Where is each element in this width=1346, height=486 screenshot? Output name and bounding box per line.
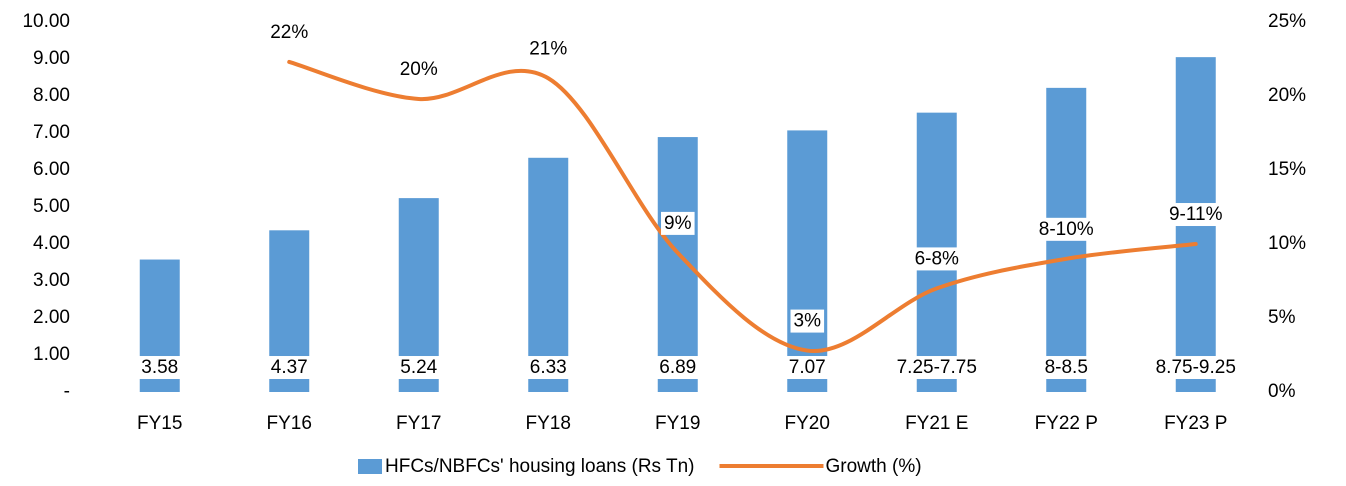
line-value-label: 3% <box>794 311 822 332</box>
line-value-label: 20% <box>400 59 438 80</box>
line-value-label-bg <box>396 57 441 81</box>
line-value-label-bg <box>790 309 825 333</box>
y-tick-label: 10.00 <box>22 11 70 32</box>
line-value-label-group: 20% <box>396 57 441 81</box>
line-value-label-bg <box>267 20 312 44</box>
line-value-label-group: 21% <box>526 37 571 61</box>
bar-value-label: 6.89 <box>659 357 696 378</box>
bar-value-label-bg <box>526 356 570 380</box>
x-tick-label: FY22 P <box>1035 413 1098 434</box>
bar-value-label-bg <box>397 356 441 380</box>
y-tick-label: 3.00 <box>33 270 70 291</box>
y-tick-label: 8.00 <box>33 85 70 106</box>
line-value-label: 21% <box>529 38 567 59</box>
line-value-label-group: 22% <box>267 20 312 44</box>
x-tick-label: FY19 <box>655 413 700 434</box>
y2-tick-label: 15% <box>1268 159 1306 180</box>
y2-tick-label: 20% <box>1268 85 1306 106</box>
bar <box>657 137 698 392</box>
y-tick-label: 9.00 <box>33 48 70 69</box>
bar-value-label-bg <box>1041 356 1091 380</box>
legend: HFCs/NBFCs' housing loans (Rs Tn) Growth … <box>358 456 922 477</box>
y-tick-label: 2.00 <box>33 307 70 328</box>
line-value-label: 22% <box>270 22 308 43</box>
bar-value-label-bg <box>267 356 311 380</box>
bar-value-label: 4.37 <box>271 357 308 378</box>
bar-value-label-bg <box>893 356 980 380</box>
line-value-label: 9% <box>664 213 692 234</box>
line-value-label: 9-11% <box>1169 204 1223 225</box>
line-value-label-bg <box>661 211 695 235</box>
x-tick-label: FY15 <box>137 413 182 434</box>
line-value-label-group: 3% <box>790 309 825 333</box>
bar-value-label-bg <box>785 356 829 380</box>
bar <box>528 157 569 392</box>
line-value-label: 6-8% <box>915 248 959 269</box>
bar-value-label: 3.58 <box>141 357 178 378</box>
y2-tick-label: 25% <box>1268 11 1306 32</box>
y-tick-label: 1.00 <box>33 344 70 365</box>
y-tick-label: - <box>64 381 70 402</box>
y2-tick-label: 10% <box>1268 233 1306 254</box>
line-value-label-bg <box>1165 203 1226 227</box>
bar-value-label-bg <box>1152 356 1239 380</box>
bar-value-label-group: 7.25-7.75 <box>893 356 980 380</box>
x-tick-label: FY21 E <box>905 413 968 434</box>
y-tick-label: 4.00 <box>33 233 70 254</box>
legend-label: Growth (%) <box>825 456 921 477</box>
line-value-label-group: 9-11% <box>1165 203 1226 227</box>
y2-tick-label: 5% <box>1268 307 1296 328</box>
bar-value-label-group: 6.89 <box>656 356 700 380</box>
bar-value-label-group: 4.37 <box>267 356 311 380</box>
y-tick-label: 6.00 <box>33 159 70 180</box>
x-tick-label: FY17 <box>396 413 441 434</box>
line-value-label-bg <box>911 247 963 271</box>
line-value-label-group: 8-10% <box>1035 217 1097 241</box>
y-tick-label: 7.00 <box>33 122 70 143</box>
bar-value-label: 6.33 <box>530 357 567 378</box>
line-value-label-group: 9% <box>661 211 695 235</box>
bar-value-label-group: 8-8.5 <box>1041 356 1091 380</box>
bar-value-label-bg <box>138 356 182 380</box>
line-value-label-bg <box>526 37 571 61</box>
bar-value-label: 8.75-9.25 <box>1156 357 1236 378</box>
x-tick-label: FY18 <box>526 413 571 434</box>
bar-value-label: 7.07 <box>789 357 826 378</box>
bar-value-label-group: 8.75-9.25 <box>1152 356 1239 380</box>
line-value-label-group: 6-8% <box>911 247 963 271</box>
bar-value-label-bg <box>656 356 700 380</box>
legend-label: HFCs/NBFCs' housing loans (Rs Tn) <box>385 456 694 477</box>
bar-value-label-group: 3.58 <box>138 356 182 380</box>
bar-value-label: 5.24 <box>400 357 437 378</box>
bar-value-label: 8-8.5 <box>1045 357 1088 378</box>
x-tick-label: FY20 <box>785 413 830 434</box>
line-value-label-bg <box>1035 217 1097 241</box>
y2-tick-label: 0% <box>1268 381 1296 402</box>
line-value-label: 8-10% <box>1039 219 1094 240</box>
bar-value-label: 7.25-7.75 <box>897 357 977 378</box>
line <box>287 59 1198 353</box>
y-tick-label: 5.00 <box>33 196 70 217</box>
x-tick-label: FY23 P <box>1164 413 1227 434</box>
bar <box>787 130 828 392</box>
x-tick-label: FY16 <box>267 413 312 434</box>
bar-value-label-group: 6.33 <box>526 356 570 380</box>
bar-value-label-group: 7.07 <box>785 356 829 380</box>
legend-swatch <box>358 459 382 474</box>
bar-value-label-group: 5.24 <box>397 356 441 380</box>
